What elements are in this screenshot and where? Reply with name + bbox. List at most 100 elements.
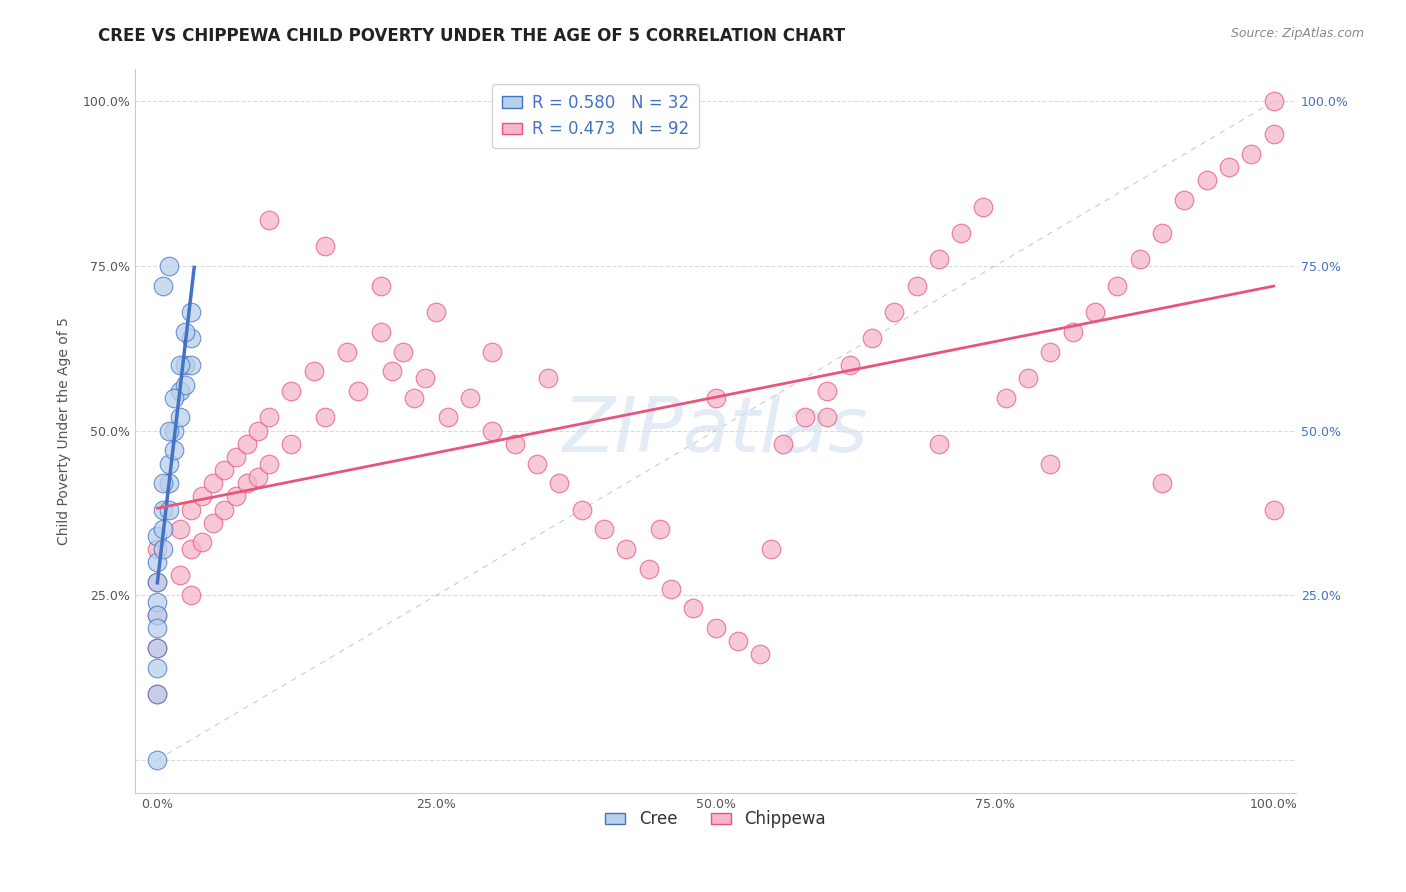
Point — [1218, 161, 1240, 175]
Point — [146, 595, 169, 609]
Point — [191, 490, 214, 504]
Point — [152, 522, 174, 536]
Point — [727, 634, 749, 648]
Point — [163, 424, 186, 438]
Point — [146, 607, 169, 622]
Point — [146, 574, 169, 589]
Point — [614, 542, 637, 557]
Point — [548, 476, 571, 491]
Point — [413, 371, 436, 385]
Point — [815, 384, 838, 398]
Point — [180, 542, 202, 557]
Point — [1017, 371, 1039, 385]
Point — [593, 522, 616, 536]
Point — [761, 542, 783, 557]
Point — [1039, 344, 1062, 359]
Text: CREE VS CHIPPEWA CHILD POVERTY UNDER THE AGE OF 5 CORRELATION CHART: CREE VS CHIPPEWA CHILD POVERTY UNDER THE… — [98, 27, 845, 45]
Point — [1039, 457, 1062, 471]
Point — [1173, 193, 1195, 207]
Point — [772, 436, 794, 450]
Point — [280, 384, 302, 398]
Point — [838, 358, 860, 372]
Point — [1062, 325, 1084, 339]
Point — [174, 325, 197, 339]
Point — [481, 424, 503, 438]
Point — [458, 391, 481, 405]
Text: ZIPatlas: ZIPatlas — [562, 393, 869, 467]
Point — [637, 562, 659, 576]
Point — [928, 252, 950, 267]
Point — [905, 278, 928, 293]
Point — [146, 687, 169, 701]
Point — [152, 542, 174, 557]
Point — [180, 358, 202, 372]
Point — [314, 239, 336, 253]
Point — [481, 344, 503, 359]
Point — [152, 502, 174, 516]
Point — [1152, 226, 1174, 240]
Point — [257, 457, 280, 471]
Point — [257, 213, 280, 227]
Point — [537, 371, 560, 385]
Point — [157, 457, 180, 471]
Point — [146, 607, 169, 622]
Point — [224, 490, 246, 504]
Point — [146, 529, 169, 543]
Point — [404, 391, 426, 405]
Point — [950, 226, 973, 240]
Point — [174, 377, 197, 392]
Point — [163, 391, 186, 405]
Point — [302, 364, 325, 378]
Point — [180, 331, 202, 345]
Point — [163, 443, 186, 458]
Point — [235, 436, 257, 450]
Point — [425, 305, 447, 319]
Point — [972, 200, 994, 214]
Point — [146, 640, 169, 655]
Point — [659, 582, 682, 596]
Point — [860, 331, 883, 345]
Point — [257, 410, 280, 425]
Point — [1107, 278, 1129, 293]
Point — [169, 522, 191, 536]
Point — [180, 588, 202, 602]
Point — [180, 502, 202, 516]
Point — [347, 384, 370, 398]
Point — [235, 476, 257, 491]
Point — [704, 621, 727, 635]
Point — [169, 358, 191, 372]
Point — [146, 542, 169, 557]
Point — [214, 502, 236, 516]
Point — [1263, 502, 1285, 516]
Point — [1152, 476, 1174, 491]
Point — [336, 344, 359, 359]
Point — [392, 344, 415, 359]
Point — [280, 436, 302, 450]
Point — [815, 410, 838, 425]
Point — [503, 436, 526, 450]
Point — [1084, 305, 1107, 319]
Point — [749, 648, 772, 662]
Point — [381, 364, 404, 378]
Point — [157, 476, 180, 491]
Point — [928, 436, 950, 450]
Point — [157, 259, 180, 273]
Point — [1263, 95, 1285, 109]
Point — [246, 424, 269, 438]
Point — [169, 410, 191, 425]
Point — [157, 424, 180, 438]
Point — [994, 391, 1017, 405]
Point — [704, 391, 727, 405]
Point — [174, 358, 197, 372]
Point — [314, 410, 336, 425]
Legend: Cree, Chippewa: Cree, Chippewa — [599, 804, 832, 835]
Point — [191, 535, 214, 549]
Point — [883, 305, 905, 319]
Point — [202, 476, 225, 491]
Point — [157, 502, 180, 516]
Point — [152, 476, 174, 491]
Point — [648, 522, 671, 536]
Point — [169, 568, 191, 582]
Point — [1240, 147, 1263, 161]
Point — [146, 621, 169, 635]
